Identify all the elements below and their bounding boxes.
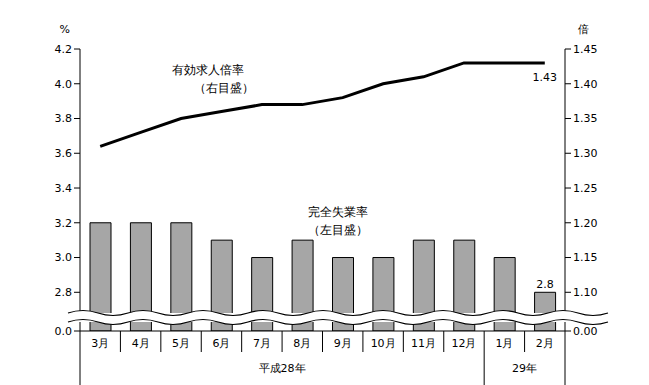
svg-text:9月: 9月 [334,337,352,350]
svg-text:7月: 7月 [253,337,271,350]
svg-text:0.0: 0.0 [55,325,73,338]
svg-text:11月: 11月 [411,337,436,350]
svg-text:3.6: 3.6 [55,147,73,160]
svg-text:3月: 3月 [91,337,109,350]
svg-text:3.0: 3.0 [55,251,73,264]
svg-text:12月: 12月 [451,337,476,350]
svg-text:8月: 8月 [293,337,311,350]
svg-text:6月: 6月 [212,337,230,350]
svg-text:1.40: 1.40 [573,78,598,91]
svg-text:1.25: 1.25 [573,182,598,195]
svg-text:3.4: 3.4 [55,182,73,195]
svg-text:4.2: 4.2 [55,43,73,56]
svg-text:2.8: 2.8 [55,286,73,299]
svg-text:1.45: 1.45 [573,43,598,56]
svg-text:1月: 1月 [495,337,513,350]
svg-text:4月: 4月 [132,337,150,350]
svg-text:29年: 29年 [512,362,537,375]
svg-text:（左目盛）: （左目盛） [308,223,368,237]
svg-text:完全失業率: 完全失業率 [308,205,368,219]
svg-text:倍: 倍 [578,23,589,36]
svg-text:0.00: 0.00 [573,325,598,338]
svg-text:1.30: 1.30 [573,147,598,160]
svg-text:3.2: 3.2 [55,217,73,230]
svg-text:有効求人倍率: 有効求人倍率 [172,63,244,77]
svg-text:1.35: 1.35 [573,112,598,125]
svg-text:1.15: 1.15 [573,251,598,264]
svg-text:1.43: 1.43 [533,71,558,84]
svg-text:2月: 2月 [536,337,554,350]
svg-text:4.0: 4.0 [55,78,73,91]
svg-text:3.8: 3.8 [55,112,73,125]
svg-text:1.20: 1.20 [573,217,598,230]
svg-text:5月: 5月 [172,337,190,350]
svg-text:平成28年: 平成28年 [259,362,306,375]
svg-text:%: % [60,23,70,36]
svg-text:2.8: 2.8 [536,278,554,291]
svg-text:1.10: 1.10 [573,286,598,299]
svg-text:10月: 10月 [371,337,396,350]
svg-text:（右目盛）: （右目盛） [194,81,254,95]
